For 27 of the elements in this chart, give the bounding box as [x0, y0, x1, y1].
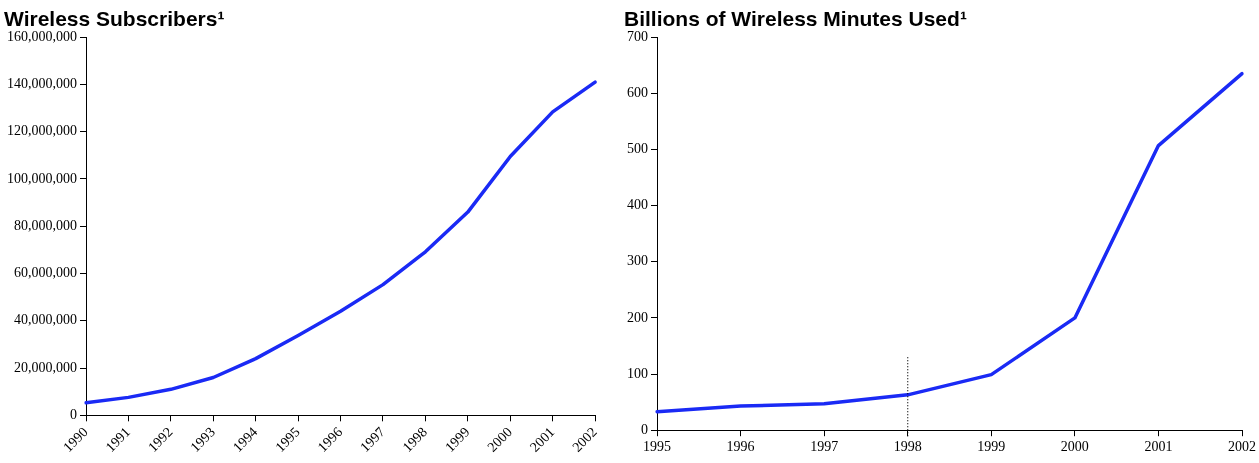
x-tick-label: 2001	[1144, 439, 1173, 455]
y-tick-label: 80,000,000	[14, 217, 77, 233]
y-tick-label: 60,000,000	[14, 265, 77, 281]
y-tick-label: 300	[627, 253, 648, 269]
y-tick-label: 40,000,000	[14, 312, 77, 328]
y-tick-label: 140,000,000	[7, 76, 77, 92]
y-tick-label: 20,000,000	[14, 359, 77, 375]
y-tick-label: 500	[627, 141, 648, 157]
y-tick-label: 0	[641, 421, 648, 437]
y-tick-label: 120,000,000	[7, 123, 77, 139]
y-tick-label: 400	[627, 197, 648, 213]
y-tick-label: 700	[627, 28, 648, 44]
y-tick-label: 0	[70, 406, 77, 422]
x-tick-label: 1997	[810, 439, 839, 455]
chart-title: Billions of Wireless Minutes Used¹	[624, 7, 967, 31]
y-tick-label: 160,000,000	[7, 28, 77, 44]
x-tick-label: 1999	[977, 439, 1006, 455]
y-tick-label: 200	[627, 309, 648, 325]
x-tick-label: 1998	[893, 439, 922, 455]
x-tick-label: 2002	[1228, 439, 1256, 455]
x-tick-label: 2000	[1060, 439, 1089, 455]
y-tick-label: 600	[627, 85, 648, 101]
y-tick-label: 100	[627, 365, 648, 381]
y-tick-label: 100,000,000	[7, 170, 77, 186]
chart-title: Wireless Subscribers¹	[4, 7, 225, 31]
x-tick-label: 1995	[643, 439, 671, 455]
x-tick-label: 1996	[726, 439, 755, 455]
